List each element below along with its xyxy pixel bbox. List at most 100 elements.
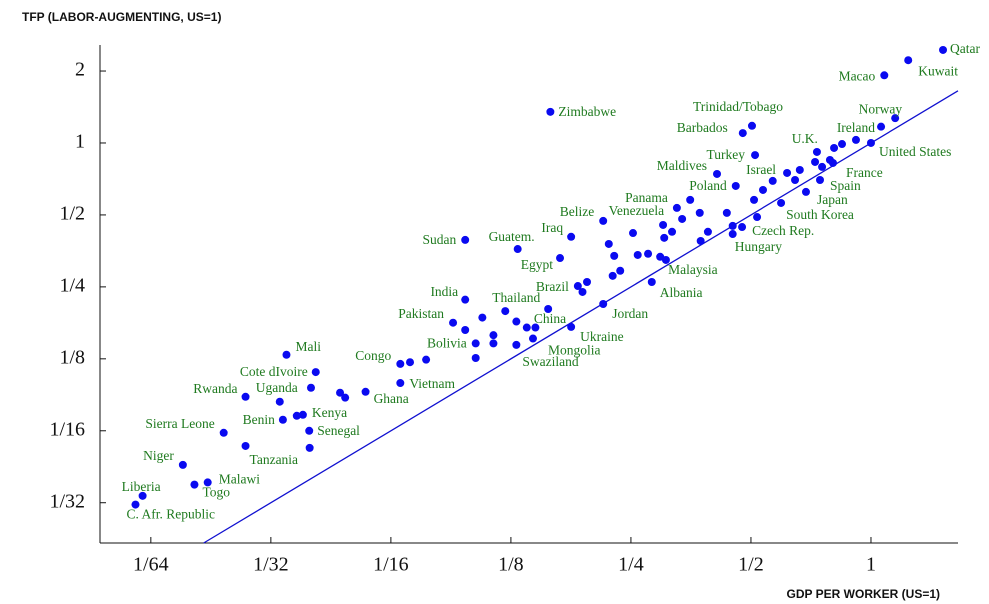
point xyxy=(546,107,555,116)
point xyxy=(305,426,314,435)
y-tick-label: 1/4 xyxy=(59,274,85,296)
point-label: Iraq xyxy=(541,220,563,235)
point-label: Swaziland xyxy=(522,354,578,369)
point xyxy=(738,223,747,232)
point xyxy=(660,233,669,242)
point-label: Sierra Leone xyxy=(145,416,214,431)
point-label: Malawi xyxy=(219,472,260,487)
point xyxy=(138,491,147,500)
point-label: Niger xyxy=(143,448,174,463)
point-label: Liberia xyxy=(122,479,161,494)
reference-line xyxy=(203,90,959,544)
point-label: Tanzania xyxy=(250,452,299,467)
point xyxy=(305,443,314,452)
point-label: Jordan xyxy=(612,306,648,321)
point xyxy=(241,392,250,401)
point-label: Cote dIvoire xyxy=(240,364,308,379)
point xyxy=(647,278,656,287)
x-tick-label: 1/4 xyxy=(618,554,644,576)
point-label: Maldives xyxy=(657,158,707,173)
point xyxy=(203,478,212,487)
point xyxy=(336,388,345,397)
point xyxy=(512,317,521,326)
point xyxy=(556,254,565,263)
point-label: Ghana xyxy=(374,391,409,406)
point-label: Zimbabwe xyxy=(558,104,616,119)
point xyxy=(608,271,617,280)
y-axis-title: TFP (LABOR-AUGMENTING, US=1) xyxy=(22,10,221,24)
point-label: Guatem. xyxy=(489,229,535,244)
point xyxy=(531,323,540,332)
point-label: Uganda xyxy=(256,380,298,395)
point-label: Japan xyxy=(817,192,848,207)
point-label: Spain xyxy=(830,178,861,193)
point xyxy=(768,176,777,185)
point xyxy=(341,393,350,402)
point-label: Czech Rep. xyxy=(752,223,814,238)
point-label: Thailand xyxy=(492,290,540,305)
point xyxy=(644,249,653,258)
x-tick-label: 1/8 xyxy=(498,554,524,576)
y-tick-label: 1/16 xyxy=(49,418,85,440)
point xyxy=(703,227,712,236)
point-label: Bolivia xyxy=(427,336,467,351)
point xyxy=(489,331,498,340)
point xyxy=(599,216,608,225)
point xyxy=(573,282,582,291)
point-label: Vietnam xyxy=(409,376,455,391)
point xyxy=(904,56,913,65)
point xyxy=(292,411,301,420)
point xyxy=(501,307,510,316)
point-label: Ukraine xyxy=(580,329,623,344)
point xyxy=(406,358,415,367)
point xyxy=(713,169,722,178)
point-label: Poland xyxy=(689,178,727,193)
point xyxy=(777,198,786,207)
point xyxy=(801,187,810,196)
point-label: Belize xyxy=(560,204,594,219)
point xyxy=(738,129,747,138)
point xyxy=(190,480,199,489)
y-tick-label: 1/32 xyxy=(49,490,85,512)
point xyxy=(818,162,827,171)
point xyxy=(661,255,670,264)
point xyxy=(616,266,625,275)
point-label: Mali xyxy=(295,339,321,354)
point xyxy=(449,318,458,327)
point xyxy=(461,295,470,304)
point xyxy=(866,138,875,147)
point-label: Brazil xyxy=(536,279,569,294)
point xyxy=(567,322,576,331)
point xyxy=(489,339,498,348)
point-label: Israel xyxy=(746,162,776,177)
point-label: China xyxy=(534,311,566,326)
point xyxy=(275,397,284,406)
point xyxy=(728,221,737,230)
point-label: France xyxy=(846,165,883,180)
point xyxy=(298,410,307,419)
x-axis-title: GDP PER WORKER (US=1) xyxy=(787,587,940,601)
x-tick-label: 1 xyxy=(866,554,876,576)
point xyxy=(816,176,825,185)
point-label: Benin xyxy=(243,412,275,427)
point xyxy=(478,313,487,322)
point xyxy=(659,220,668,229)
point xyxy=(751,151,760,160)
point-label: Kuwait xyxy=(918,63,958,78)
point-label: Sudan xyxy=(422,232,456,247)
point xyxy=(522,323,531,332)
y-tick-label: 1 xyxy=(75,131,85,153)
point xyxy=(131,500,140,509)
point xyxy=(851,135,860,144)
point xyxy=(471,353,480,362)
point xyxy=(282,350,291,359)
point-label: Togo xyxy=(202,485,230,500)
point xyxy=(880,71,889,80)
point xyxy=(178,460,187,469)
point xyxy=(567,232,576,241)
point xyxy=(877,122,886,131)
point xyxy=(838,140,847,149)
point xyxy=(512,340,521,349)
